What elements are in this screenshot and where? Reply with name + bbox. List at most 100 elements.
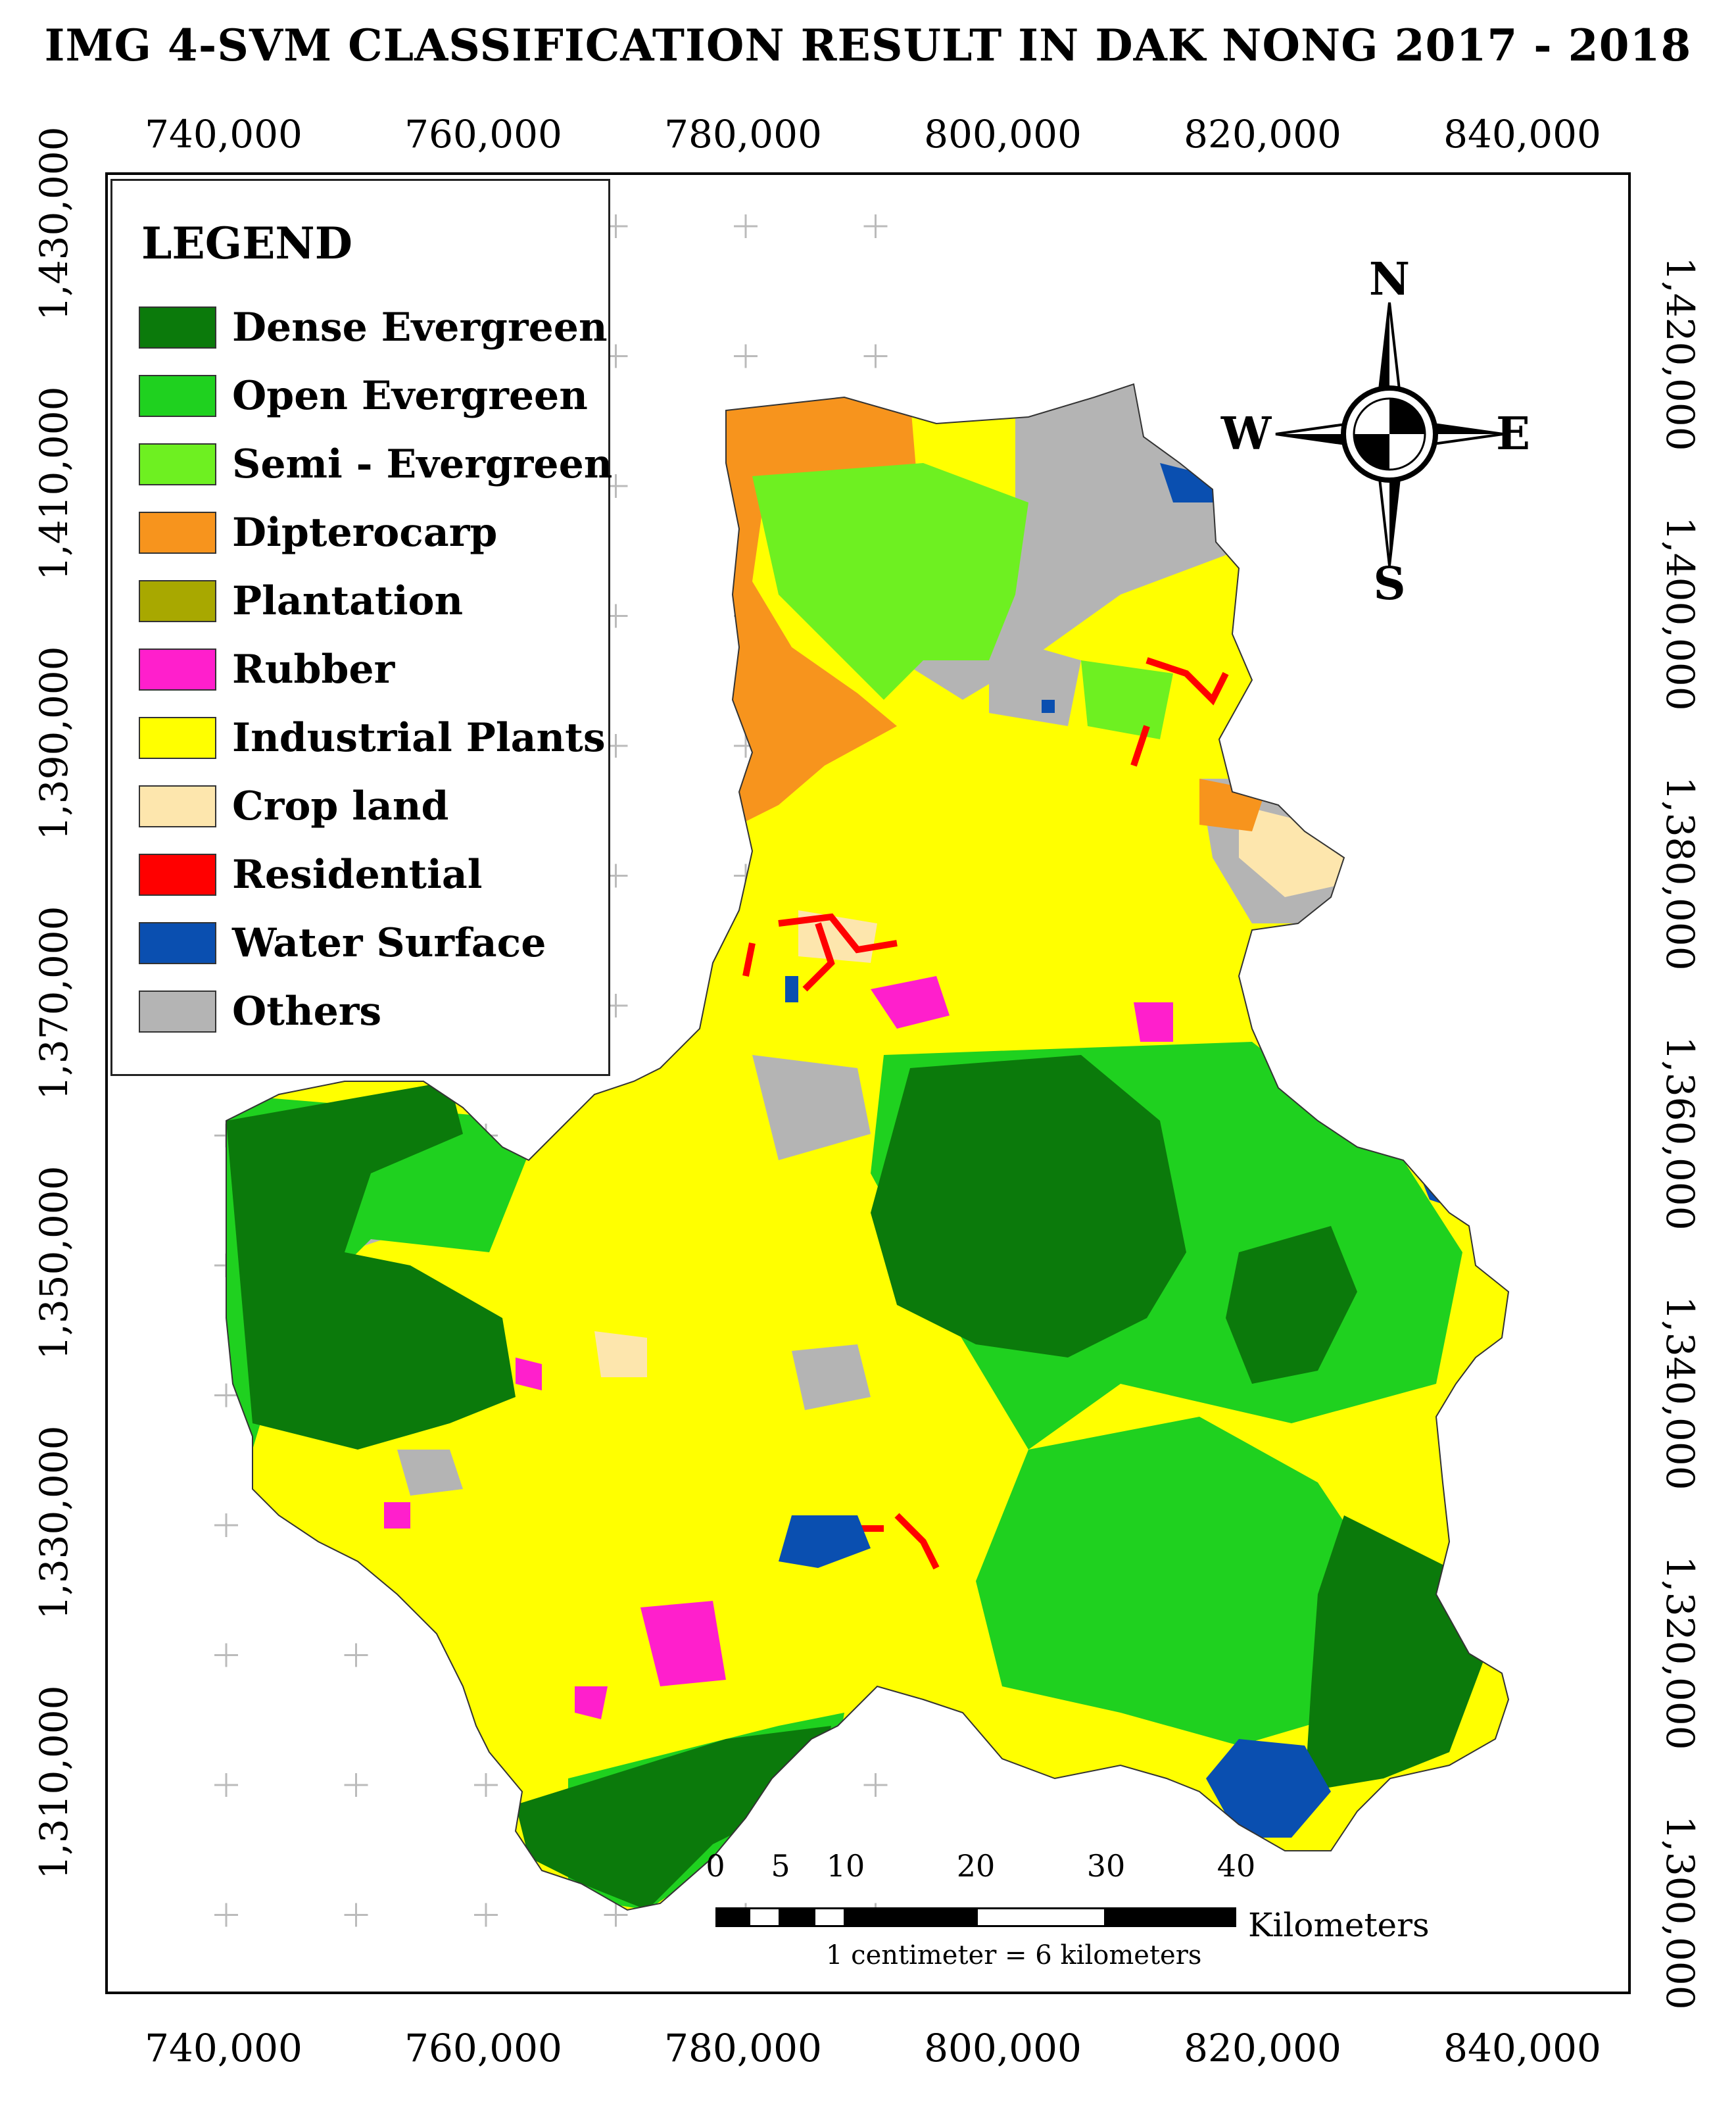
legend-box: LEGEND Dense Evergreen Open Evergreen Se… xyxy=(110,179,612,1076)
legend-item-rubber: Rubber xyxy=(139,643,395,696)
graticule-cross xyxy=(214,1643,238,1667)
legend-label: Plantation xyxy=(232,578,464,624)
legend-label: Rubber xyxy=(232,647,395,693)
legend-item-dense-evergreen: Dense Evergreen xyxy=(139,301,608,354)
legend-item-crop-land: Crop land xyxy=(139,780,448,833)
legend-swatch xyxy=(139,443,216,485)
legend-swatch xyxy=(139,717,216,759)
y-label-left: 1,370,000 xyxy=(32,906,76,1100)
legend-item-residential: Residential xyxy=(139,848,483,901)
scale-segment xyxy=(715,1907,748,1927)
legend-swatch xyxy=(139,306,216,349)
x-label-bottom: 840,000 xyxy=(1443,2026,1601,2070)
y-label-right: 1,400,000 xyxy=(1658,516,1702,711)
graticule-cross xyxy=(214,1903,238,1927)
legend-label: Semi - Evergreen xyxy=(232,441,613,487)
classification-map xyxy=(214,214,1510,1927)
x-label-bottom: 740,000 xyxy=(145,2026,302,2070)
scale-segment xyxy=(781,1907,813,1927)
legend-label: Dense Evergreen xyxy=(232,305,608,351)
graticule-cross xyxy=(214,1383,238,1407)
graticule-cross xyxy=(214,1513,238,1537)
y-label-left: 1,310,000 xyxy=(32,1685,76,1880)
legend-item-water-surface: Water Surface xyxy=(139,917,546,969)
graticule-cross xyxy=(863,214,888,238)
y-label-right: 1,380,000 xyxy=(1658,776,1702,971)
y-label-right: 1,420,000 xyxy=(1658,257,1702,451)
crop-land-patches xyxy=(594,805,1344,1377)
legend-swatch xyxy=(139,854,216,896)
legend-label: Residential xyxy=(232,852,483,898)
legend-swatch xyxy=(139,375,216,417)
scale-segment xyxy=(976,1907,1106,1927)
x-label-bottom: 800,000 xyxy=(924,2026,1082,2070)
x-label-bottom: 760,000 xyxy=(404,2026,562,2070)
scale-tick-label: 40 xyxy=(1217,1848,1256,1884)
compass-s-label: S xyxy=(1373,558,1406,610)
graticule-cross xyxy=(474,1903,498,1927)
x-label-top: 800,000 xyxy=(924,112,1082,157)
scale-tick-label: 0 xyxy=(706,1848,725,1884)
graticule-cross xyxy=(344,1903,368,1927)
scale-unit-label: Kilometers xyxy=(1248,1906,1430,1944)
y-label-left: 1,350,000 xyxy=(32,1165,76,1360)
y-label-right: 1,360,000 xyxy=(1658,1036,1702,1231)
y-label-left: 1,390,000 xyxy=(32,646,76,841)
legend-swatch xyxy=(139,991,216,1033)
north-arrow: N S W E xyxy=(1217,237,1530,610)
graticule-cross xyxy=(863,1773,888,1797)
compass-e-label: E xyxy=(1496,408,1530,460)
legend-label: Dipterocarp xyxy=(232,510,498,556)
legend-item-open-evergreen: Open Evergreen xyxy=(139,370,588,422)
legend-label: Crop land xyxy=(232,783,449,829)
x-label-top: 820,000 xyxy=(1184,112,1341,157)
x-label-top: 780,000 xyxy=(664,112,822,157)
legend-swatch xyxy=(139,512,216,554)
scale-tick-label: 5 xyxy=(771,1848,790,1884)
graticule-cross xyxy=(734,344,758,368)
y-label-right: 1,300,000 xyxy=(1658,1815,1702,2010)
legend-swatch xyxy=(139,648,216,691)
graticule-cross xyxy=(214,1773,238,1797)
compass-n-label: N xyxy=(1368,253,1410,306)
x-label-top: 840,000 xyxy=(1443,112,1601,157)
graticule-cross xyxy=(734,214,758,238)
legend-item-plantation: Plantation xyxy=(139,575,463,627)
graticule-cross xyxy=(863,344,888,368)
graticule-cross xyxy=(604,1903,628,1927)
compass-w-label: W xyxy=(1220,408,1272,460)
x-label-bottom: 820,000 xyxy=(1184,2026,1341,2070)
x-label-top: 760,000 xyxy=(404,112,562,157)
scale-segment xyxy=(748,1907,781,1927)
dipterocarp-patches xyxy=(719,397,1265,831)
y-label-left: 1,430,000 xyxy=(32,126,76,321)
legend-label: Water Surface xyxy=(232,920,546,966)
x-label-bottom: 780,000 xyxy=(664,2026,822,2070)
legend-swatch xyxy=(139,785,216,827)
y-label-left: 1,410,000 xyxy=(32,386,76,581)
legend-item-others: Others xyxy=(139,985,381,1038)
compass-rose-icon xyxy=(1275,302,1504,566)
legend-item-semi-evergreen: Semi - Evergreen xyxy=(139,438,612,491)
scale-segment xyxy=(846,1907,976,1927)
semi-evergreen-patches xyxy=(752,463,1173,739)
x-label-top: 740,000 xyxy=(145,112,302,157)
y-label-right: 1,320,000 xyxy=(1658,1555,1702,1750)
legend-swatch xyxy=(139,922,216,964)
legend-item-dipterocarp: Dipterocarp xyxy=(139,506,497,559)
scale-tick-label: 20 xyxy=(956,1848,996,1884)
scale-tick-label: 10 xyxy=(826,1848,865,1884)
y-label-right: 1,340,000 xyxy=(1658,1296,1702,1490)
y-label-left: 1,330,000 xyxy=(32,1425,76,1620)
dense-evergreen-patches xyxy=(226,1055,1489,1910)
residential-patches xyxy=(742,657,1439,1570)
legend-title: LEGEND xyxy=(141,218,352,269)
legend-label: Others xyxy=(232,989,382,1035)
graticule-cross xyxy=(344,1773,368,1797)
scale-segment xyxy=(1106,1907,1236,1927)
scale-tick-label: 30 xyxy=(1086,1848,1126,1884)
scale-segment xyxy=(813,1907,846,1927)
scale-note: 1 centimeter = 6 kilometers xyxy=(826,1940,1202,1970)
legend-swatch xyxy=(139,580,216,622)
map-title: IMG 4-SVM CLASSIFICATION RESULT IN DAK N… xyxy=(44,20,1692,71)
